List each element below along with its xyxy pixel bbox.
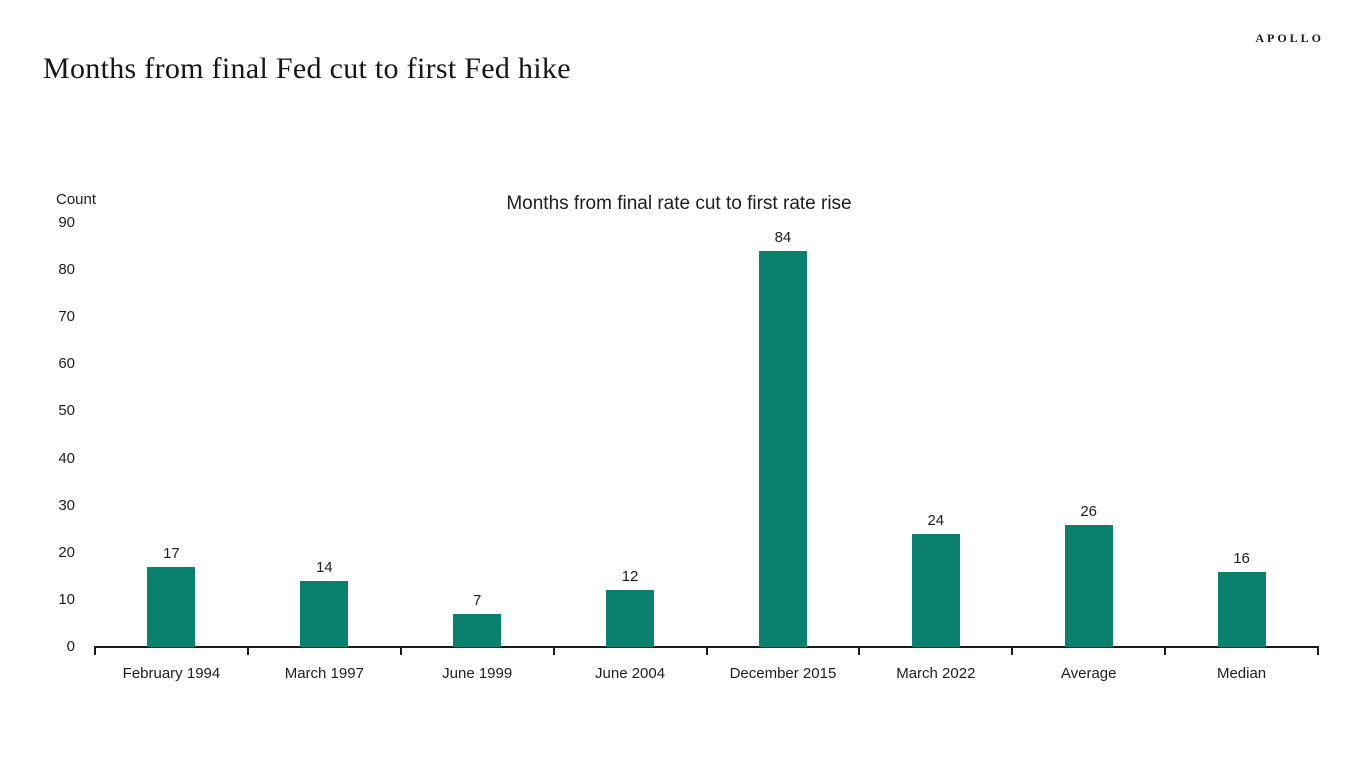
y-tick-label: 60 [58,355,75,373]
chart-title: Months from final rate cut to first rate… [506,193,852,214]
x-axis-tick [94,646,96,655]
x-axis-tick [1011,646,1014,655]
x-axis-tick [246,646,249,655]
page-title: Months from final Fed cut to first Fed h… [43,52,571,85]
bar [300,581,349,647]
bar-value-label: 26 [1080,503,1098,520]
bar-value-label: 12 [621,568,639,585]
x-axis-category-label: June 2004 [595,665,666,682]
y-tick-label: 90 [58,214,75,231]
bar-value-label: 17 [163,545,180,562]
apollo-logo: APOLLO [1255,31,1324,45]
bar [147,567,196,647]
y-tick-label: 30 [58,496,75,514]
y-tick-label: 40 [58,449,75,467]
bar [453,614,502,647]
bar-value-label: 84 [774,229,792,246]
x-axis-category-label: June 1999 [442,665,513,682]
y-tick-label: 0 [66,638,75,655]
bar [1064,525,1113,647]
x-axis-category-label: Median [1216,665,1267,682]
bar-value-label: 7 [473,592,482,609]
x-axis-tick [858,646,861,655]
x-axis-category-label: Average [1060,665,1117,682]
y-tick-label: 70 [58,308,75,326]
bar [606,590,655,647]
x-axis-tick [399,646,402,655]
y-tick-label: 20 [58,543,75,561]
bar [911,534,960,647]
y-tick-label: 50 [58,402,75,420]
x-axis-category-label: December 2015 [729,665,837,682]
x-axis-tick [705,646,708,655]
bar-value-label: 16 [1233,550,1250,567]
bar [758,251,807,647]
x-axis-tick [1164,646,1167,655]
bar-value-label: 24 [927,512,945,529]
y-axis-title: Count [56,191,97,208]
y-tick-label: 10 [58,590,75,608]
x-axis-tick [1317,646,1319,655]
bar-value-label: 14 [315,559,333,576]
bar [1217,572,1266,647]
x-axis-category-label: March 2022 [896,665,976,682]
x-axis-category-label: March 1997 [284,665,364,682]
x-axis-tick [552,646,555,655]
x-axis-category-label: February 1994 [122,665,221,682]
y-tick-label: 80 [58,261,75,279]
